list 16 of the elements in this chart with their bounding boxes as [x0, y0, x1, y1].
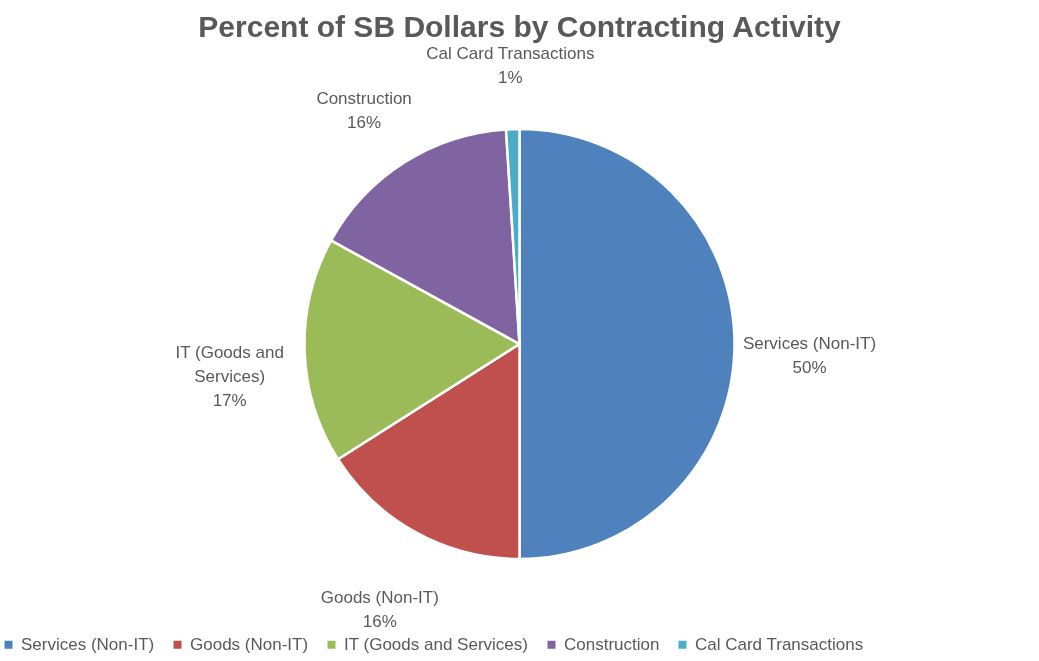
- slice-label: Services (Non-IT): [742, 334, 877, 353]
- chart-title: Percent of SB Dollars by Contracting Activity: [198, 10, 841, 44]
- data-label: 17%: [212, 391, 247, 411]
- legend-label: IT (Goods and Services): [344, 634, 528, 654]
- legend-label: Cal Card Transactions: [695, 634, 864, 654]
- slice-label: Cal Card Transactions: [426, 44, 595, 64]
- data-label: 1%: [498, 68, 523, 88]
- slice-label: Construction: [316, 89, 412, 109]
- data-label: 16%: [362, 612, 397, 632]
- legend-label: Services (Non-IT): [21, 634, 155, 654]
- slice-label: IT (Goods and Services): [175, 343, 284, 387]
- slice-label: Goods (Non-IT): [320, 588, 439, 608]
- legend-label: Construction: [564, 634, 660, 654]
- legend-label: Goods (Non-IT): [190, 634, 309, 654]
- data-label: 50%: [792, 358, 827, 377]
- data-label: 16%: [347, 113, 382, 133]
